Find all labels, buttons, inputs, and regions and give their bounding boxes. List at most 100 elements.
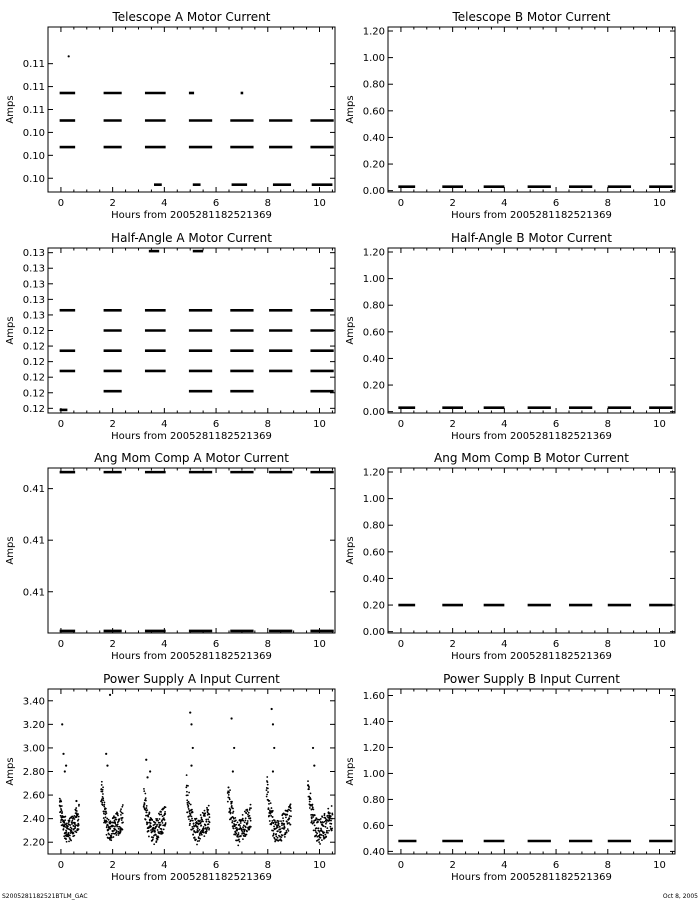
x-tick-label: 2 <box>449 419 455 430</box>
data-point <box>192 833 195 836</box>
data-point <box>188 791 191 794</box>
x-tick-label: 2 <box>109 639 115 650</box>
data-point <box>327 807 330 810</box>
x-tick-label: 8 <box>605 198 611 209</box>
data-point <box>103 820 106 823</box>
data-point <box>283 823 286 825</box>
data-point <box>151 830 154 833</box>
data-point <box>331 812 334 815</box>
data-point <box>280 836 283 839</box>
data-point <box>117 827 120 830</box>
data-point <box>235 826 238 829</box>
data-point <box>202 827 205 830</box>
y-tick-label: 2.40 <box>23 814 45 825</box>
y-tick-label: 1.20 <box>363 743 385 754</box>
data-point <box>282 817 284 820</box>
data-point <box>190 815 193 818</box>
data-point <box>280 820 282 823</box>
data-point <box>102 810 105 813</box>
data-point <box>288 815 291 817</box>
data-point <box>325 822 327 825</box>
data-point <box>238 823 241 826</box>
y-tick-label: 0.13 <box>23 279 45 290</box>
data-point <box>238 840 241 843</box>
data-point <box>207 818 210 821</box>
data-point <box>272 832 275 835</box>
y-tick-label: 0.11 <box>23 82 45 93</box>
data-point <box>248 808 251 811</box>
data-point <box>203 809 206 812</box>
data-point <box>202 829 205 832</box>
data-point <box>117 830 120 833</box>
data-point <box>63 821 66 824</box>
y-tick-label: 0.80 <box>363 795 385 806</box>
data-point <box>117 820 120 823</box>
x-tick-label: 2 <box>449 198 455 209</box>
data-point <box>152 827 155 829</box>
data-point <box>103 819 106 821</box>
data-point <box>227 786 230 789</box>
data-point <box>64 815 67 818</box>
data-point <box>308 786 310 789</box>
data-point <box>242 826 244 829</box>
y-axis-label: Amps <box>345 95 356 123</box>
data-point <box>164 824 166 827</box>
data-point <box>161 815 164 818</box>
y-axis-label: Amps <box>5 316 16 344</box>
x-tick-label: 0 <box>398 198 404 209</box>
data-point <box>73 821 76 824</box>
data-point <box>196 840 199 842</box>
y-tick-label: 1.40 <box>363 717 385 728</box>
x-axis-label: Hours from 2005281182521369 <box>451 210 612 221</box>
data-point <box>265 789 268 792</box>
y-tick-label: 0.20 <box>363 601 385 612</box>
data-point <box>60 808 62 810</box>
y-axis-label: Amps <box>345 536 356 564</box>
plot-frame <box>47 26 336 193</box>
x-tick-label: 10 <box>313 198 326 209</box>
data-point <box>74 825 77 828</box>
data-point <box>308 807 311 809</box>
y-tick-label: 0.60 <box>363 106 385 117</box>
x-tick-label: 6 <box>213 419 219 430</box>
data-point <box>114 816 117 819</box>
data-point <box>143 790 146 793</box>
data-point <box>121 812 124 815</box>
data-point <box>325 835 328 838</box>
data-point <box>201 811 204 814</box>
data-point <box>283 835 286 838</box>
data-point <box>74 827 76 830</box>
data-point <box>199 831 202 833</box>
data-point <box>266 781 269 783</box>
data-point <box>64 819 67 822</box>
data-point <box>315 827 318 830</box>
x-tick-label: 10 <box>653 860 666 871</box>
data-point <box>199 819 201 822</box>
chart-title: Half-Angle B Motor Current <box>451 231 612 245</box>
data-point <box>246 813 249 816</box>
data-point <box>65 838 67 841</box>
data-point <box>276 826 279 829</box>
data-point <box>186 811 189 814</box>
data-point <box>148 835 150 838</box>
data-point <box>273 825 275 828</box>
data-point <box>270 821 273 824</box>
y-tick-label: 0.10 <box>23 128 45 139</box>
data-point <box>265 795 268 798</box>
data-point <box>70 839 72 842</box>
data-point <box>70 829 73 832</box>
y-tick-label: 0.13 <box>23 264 45 275</box>
data-point <box>122 821 124 824</box>
x-tick-label: 4 <box>501 198 507 209</box>
data-point <box>245 823 248 826</box>
data-point <box>164 806 167 809</box>
y-tick-label: 0.41 <box>23 587 45 598</box>
data-point <box>238 838 240 841</box>
data-point <box>105 812 108 815</box>
y-tick-label: 0.00 <box>363 627 385 638</box>
y-tick-label: 3.20 <box>23 720 45 731</box>
x-tick-label: 10 <box>653 419 666 430</box>
data-point <box>150 825 153 828</box>
data-point <box>116 823 119 826</box>
y-tick-label: 0.10 <box>23 174 45 185</box>
